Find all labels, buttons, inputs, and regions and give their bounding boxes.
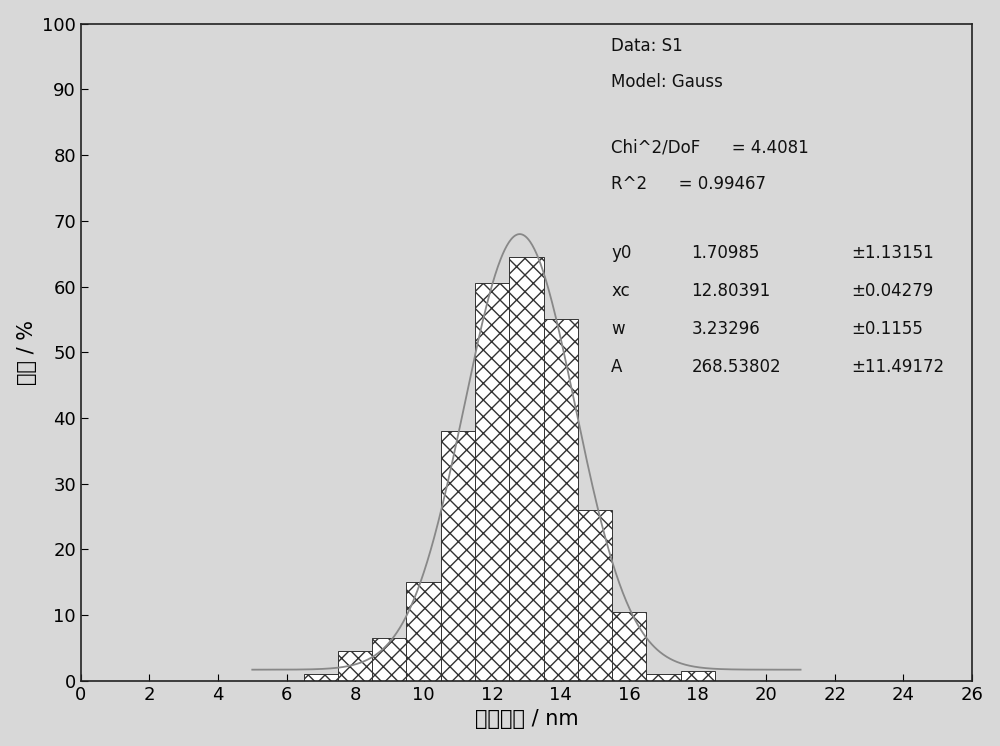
Bar xyxy=(372,638,406,681)
Bar xyxy=(681,671,715,681)
Bar xyxy=(509,257,544,681)
Bar xyxy=(612,612,646,681)
Text: R^2      = 0.99467: R^2 = 0.99467 xyxy=(611,175,766,192)
Text: w: w xyxy=(611,320,625,338)
Text: Chi^2/DoF      = 4.4081: Chi^2/DoF = 4.4081 xyxy=(611,139,809,157)
Text: ±0.1155: ±0.1155 xyxy=(852,320,923,338)
Text: 3.23296: 3.23296 xyxy=(691,320,760,338)
Bar xyxy=(475,283,509,681)
Text: A: A xyxy=(611,358,622,376)
Y-axis label: 频率 / %: 频率 / % xyxy=(17,320,37,385)
Bar xyxy=(544,319,578,681)
Text: ±11.49172: ±11.49172 xyxy=(852,358,945,376)
Bar xyxy=(338,651,372,681)
Text: Model: Gauss: Model: Gauss xyxy=(611,73,723,91)
Text: y0: y0 xyxy=(611,244,631,262)
Bar xyxy=(406,583,441,681)
Text: ±0.04279: ±0.04279 xyxy=(852,282,934,300)
Text: Data: S1: Data: S1 xyxy=(611,37,683,54)
Bar xyxy=(441,431,475,681)
Text: 12.80391: 12.80391 xyxy=(691,282,771,300)
Text: 1.70985: 1.70985 xyxy=(691,244,760,262)
Text: xc: xc xyxy=(611,282,630,300)
Text: 268.53802: 268.53802 xyxy=(691,358,781,376)
Bar xyxy=(304,674,338,681)
Bar xyxy=(578,510,612,681)
X-axis label: 粒径大小 / nm: 粒径大小 / nm xyxy=(475,709,578,730)
Bar xyxy=(646,674,681,681)
Text: ±1.13151: ±1.13151 xyxy=(852,244,934,262)
